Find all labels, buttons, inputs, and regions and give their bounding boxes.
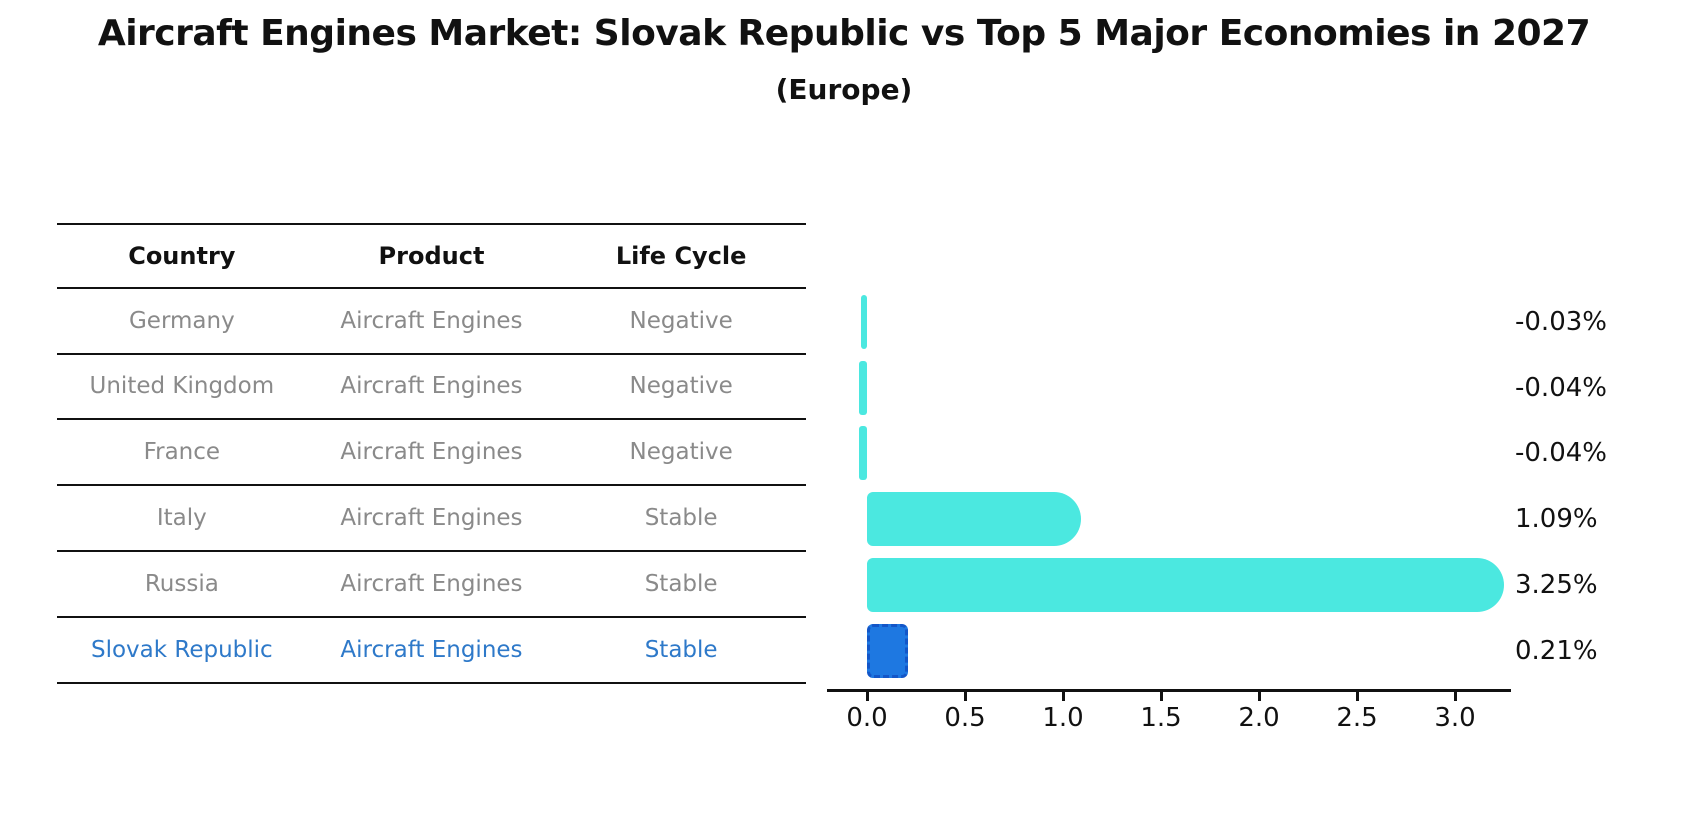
x-axis-tick-label: 2.5: [1336, 703, 1378, 733]
x-axis-tick: [865, 690, 869, 701]
bar-value-label: 0.21%: [1515, 635, 1598, 666]
bar-value-label: -0.04%: [1515, 438, 1607, 469]
table-cell-life-cycle: Negative: [629, 439, 733, 466]
country-info-table: Country Product Life Cycle Germany Aircraft …: [57, 223, 806, 684]
table-cell-country: France: [143, 439, 221, 466]
table-cell-country: Germany: [128, 307, 235, 334]
table-cell-life-cycle: Negative: [629, 373, 733, 400]
table-cell-country: Russia: [144, 570, 219, 597]
x-axis-tick: [1061, 690, 1065, 701]
table-cell-country: Slovak Republic: [90, 636, 273, 663]
bar-value-label: 3.25%: [1515, 569, 1598, 600]
x-axis-tick-label: 0.0: [846, 703, 888, 733]
figure-title: Aircraft Engines Market: Slovak Republic…: [97, 13, 1591, 54]
x-axis-tick: [1453, 690, 1457, 701]
table-header-cell: Life Cycle: [615, 241, 747, 270]
x-axis-tick: [963, 690, 967, 701]
bar-slovak-republic: [867, 623, 909, 678]
bar-united-kingdom: [859, 360, 867, 415]
table-cell-product: Aircraft Engines: [340, 636, 523, 663]
table-cell-life-cycle: Stable: [644, 636, 718, 663]
figure-subtitle: (Europe): [775, 73, 913, 106]
bar-value-label: -0.03%: [1515, 306, 1607, 337]
table-row: Russia Aircraft Engines Stable: [57, 552, 806, 618]
table-cell-country: United Kingdom: [89, 373, 275, 400]
x-axis-tick-label: 0.5: [944, 703, 986, 733]
bar-italy: [867, 492, 1081, 547]
x-axis-tick-label: 3.0: [1434, 703, 1476, 733]
x-axis-tick: [1159, 690, 1163, 701]
x-axis-tick-label: 2.0: [1238, 703, 1280, 733]
table-cell-product: Aircraft Engines: [340, 570, 523, 597]
table-row: France Aircraft Engines Negative: [57, 420, 806, 487]
table-cell-product: Aircraft Engines: [340, 505, 523, 532]
bar-france: [859, 426, 867, 481]
bar-value-label: 1.09%: [1515, 504, 1598, 535]
table-row: Italy Aircraft Engines Stable: [57, 486, 806, 552]
table-cell-life-cycle: Stable: [644, 570, 718, 597]
table-cell-life-cycle: Stable: [644, 505, 718, 532]
bar-value-label: -0.04%: [1515, 372, 1607, 403]
table-cell-life-cycle: Negative: [629, 307, 733, 334]
table-cell-product: Aircraft Engines: [340, 439, 523, 466]
x-axis-tick-label: 1.5: [1140, 703, 1182, 733]
table-cell-product: Aircraft Engines: [340, 307, 523, 334]
table-header-row: Country Product Life Cycle: [57, 223, 806, 289]
x-axis-tick: [1355, 690, 1359, 701]
x-axis-tick: [1257, 690, 1261, 701]
table-header-cell: Product: [378, 241, 485, 270]
x-axis-tick-label: 1.0: [1042, 703, 1084, 733]
bar-russia: [867, 557, 1504, 612]
table-row: Slovak Republic Aircraft Engines Stable: [57, 618, 806, 684]
table-row: Germany Aircraft Engines Negative: [57, 289, 806, 355]
x-axis-line: [827, 689, 1511, 692]
table-row: United Kingdom Aircraft Engines Negative: [57, 355, 806, 421]
table-cell-product: Aircraft Engines: [340, 373, 523, 400]
bar-germany: [861, 294, 867, 349]
table-header-cell: Country: [128, 241, 236, 270]
table-cell-country: Italy: [156, 505, 207, 532]
